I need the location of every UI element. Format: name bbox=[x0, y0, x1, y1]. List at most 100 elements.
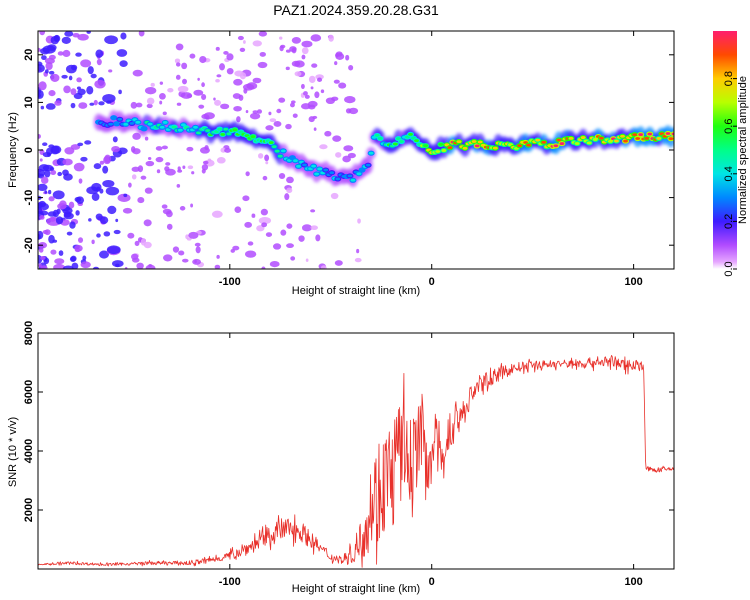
spectrogram-blob bbox=[333, 79, 340, 84]
spectrogram-ridge-peak bbox=[268, 141, 274, 144]
spectrogram-ridge-peak bbox=[526, 143, 532, 147]
spectrogram-blob bbox=[74, 244, 83, 252]
spectrogram-blob bbox=[291, 36, 302, 44]
spectrogram-xtick-label: -100 bbox=[219, 276, 241, 288]
spectrogram-ridge bbox=[95, 115, 674, 183]
spectrogram-ridge-peak bbox=[580, 136, 586, 139]
spectrogram-blob bbox=[177, 85, 189, 93]
snr-ytick-label: 8000 bbox=[23, 321, 35, 345]
spectrogram-blob bbox=[62, 265, 74, 269]
spectrogram-blob bbox=[246, 82, 258, 90]
spectrogram-blob bbox=[138, 31, 145, 37]
spectrogram-blob bbox=[146, 97, 155, 105]
spectrogram-blob bbox=[48, 70, 55, 75]
spectrogram-blob bbox=[310, 86, 314, 90]
spectrogram-ridge-peak bbox=[141, 127, 147, 131]
spectrogram-ridge-peak bbox=[196, 131, 201, 135]
spectrogram-blob bbox=[38, 207, 43, 215]
spectrogram-blob bbox=[182, 78, 187, 85]
spectrogram-ridge-peak bbox=[414, 139, 419, 143]
spectrogram-ridge-peak bbox=[274, 149, 280, 153]
spectrogram-blob bbox=[102, 179, 115, 188]
spectrogram-blob bbox=[52, 209, 59, 218]
spectrogram-blob bbox=[279, 36, 283, 40]
spectrogram-ridge-peak bbox=[223, 127, 229, 131]
spectrogram-blob bbox=[320, 89, 325, 94]
spectrogram-blob bbox=[187, 165, 194, 170]
spectrogram-ridge-peak bbox=[108, 122, 114, 126]
spectrogram-ridge-peak bbox=[356, 172, 362, 176]
spectrogram-blob bbox=[177, 166, 181, 171]
spectrogram-blob bbox=[286, 187, 293, 194]
spectrogram-blob bbox=[90, 73, 97, 79]
spectrogram-blob bbox=[345, 54, 350, 61]
spectrogram-ridge-peak bbox=[668, 137, 674, 141]
spectrogram-blob bbox=[215, 46, 220, 51]
snr-ticks: -100 0 100 2000 4000 6000 8000 bbox=[23, 321, 674, 588]
spectrogram-blob bbox=[194, 242, 201, 247]
snr-xtick-label: 100 bbox=[624, 576, 642, 588]
spectrogram-blob bbox=[112, 136, 118, 143]
spectrogram-blob bbox=[311, 63, 318, 68]
spectrogram-blob bbox=[161, 204, 168, 209]
spectrogram-blob bbox=[140, 238, 147, 246]
spectrogram-blob bbox=[122, 207, 133, 214]
spectrogram-blob bbox=[172, 246, 180, 253]
spectrogram-ridge-peak bbox=[293, 159, 298, 163]
spectrogram-ridge-peak bbox=[302, 163, 307, 167]
spectrogram-blob bbox=[44, 169, 51, 178]
spectrogram-blob bbox=[190, 203, 194, 208]
spectrogram-noise-blobs bbox=[38, 31, 362, 269]
spectrogram-ridge-peak bbox=[665, 132, 671, 135]
spectrogram-blob bbox=[68, 201, 75, 209]
spectrogram-blob bbox=[216, 254, 220, 259]
spectrogram-blob bbox=[230, 249, 235, 253]
spectrogram-blob bbox=[134, 240, 140, 247]
spectrogram-blob bbox=[108, 69, 113, 73]
spectrogram-blob bbox=[245, 250, 257, 258]
spectrogram-blob bbox=[47, 44, 57, 51]
spectrogram-blob bbox=[319, 144, 328, 150]
spectrogram-blob bbox=[112, 260, 124, 268]
spectrogram-blob bbox=[82, 255, 87, 261]
spectrogram-blob bbox=[165, 162, 171, 166]
spectrogram-blob bbox=[143, 219, 152, 227]
spectrogram-blob bbox=[144, 187, 153, 194]
spectrogram-blob bbox=[41, 55, 47, 61]
spectrogram-ridge-peak bbox=[277, 154, 283, 158]
spectrogram-blob bbox=[357, 218, 361, 224]
spectrogram-blob bbox=[188, 231, 199, 239]
spectrogram-blob bbox=[39, 215, 45, 220]
spectrogram-blob bbox=[260, 208, 268, 216]
spectrogram-blob bbox=[242, 195, 250, 202]
spectrogram-ridge-halo bbox=[93, 110, 674, 188]
spectrogram-ridge-peak bbox=[250, 135, 256, 139]
spectrogram-blob bbox=[204, 145, 209, 151]
spectrogram-blob bbox=[214, 264, 221, 269]
spectrogram-blob bbox=[64, 31, 74, 37]
spectrogram-blob bbox=[96, 233, 101, 238]
spectrogram-blob bbox=[233, 78, 243, 86]
spectrogram-ridge-peak bbox=[365, 163, 371, 167]
spectrogram-blob bbox=[348, 107, 359, 115]
spectrogram-blob bbox=[38, 81, 47, 91]
spectrogram-blob bbox=[136, 262, 144, 269]
spectrogram-ridge-peak bbox=[147, 122, 153, 126]
spectrogram-ridge-peak bbox=[435, 150, 441, 153]
spectrogram-blob bbox=[213, 97, 216, 101]
spectrogram-ridge-peak bbox=[220, 133, 226, 136]
spectrogram-blob bbox=[216, 157, 226, 164]
spectrogram-blob bbox=[80, 156, 88, 162]
spectrogram-blob bbox=[251, 213, 256, 218]
spectrogram-blob bbox=[201, 168, 206, 174]
spectrogram-blob bbox=[239, 72, 247, 80]
spectrogram-ridge-peak bbox=[447, 146, 453, 150]
spectrogram-blob bbox=[119, 60, 128, 68]
spectrogram-blob bbox=[86, 86, 94, 95]
spectrogram-ridge-peak bbox=[323, 168, 329, 172]
spectrogram-xtick-label: 100 bbox=[624, 276, 642, 288]
spectrogram-ridge-peak bbox=[217, 127, 223, 131]
spectrogram-blob bbox=[284, 193, 290, 201]
spectrogram-blob bbox=[164, 166, 170, 172]
